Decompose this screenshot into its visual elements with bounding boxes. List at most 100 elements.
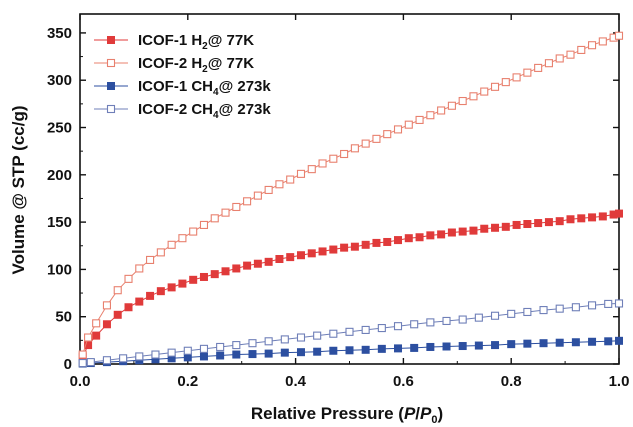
series-line bbox=[82, 213, 620, 357]
data-point bbox=[135, 352, 144, 361]
data-point bbox=[340, 149, 349, 159]
x-tick-label: 0.8 bbox=[501, 373, 522, 390]
data-point bbox=[426, 111, 435, 120]
data-point bbox=[458, 315, 467, 324]
data-point bbox=[102, 320, 111, 329]
data-point bbox=[544, 218, 553, 227]
series-layer bbox=[78, 31, 624, 368]
data-point bbox=[232, 341, 241, 350]
data-point bbox=[183, 346, 192, 355]
data-point bbox=[275, 255, 284, 263]
data-point bbox=[447, 101, 456, 110]
data-point bbox=[426, 231, 435, 240]
data-point bbox=[232, 264, 241, 273]
data-point bbox=[210, 270, 219, 279]
data-point bbox=[507, 340, 516, 349]
data-point bbox=[248, 350, 257, 359]
data-point bbox=[280, 335, 289, 344]
data-point bbox=[102, 356, 111, 365]
data-point bbox=[615, 209, 623, 218]
data-point bbox=[167, 240, 176, 249]
y-axis-label: Volume @ STP (cc/g) bbox=[9, 106, 28, 275]
data-point bbox=[555, 54, 564, 63]
data-point bbox=[523, 307, 532, 317]
data-point bbox=[156, 248, 165, 257]
y-tick-label: 0 bbox=[64, 356, 72, 373]
data-point bbox=[426, 318, 435, 327]
data-point bbox=[135, 297, 144, 306]
data-point bbox=[604, 337, 613, 346]
data-point bbox=[146, 255, 155, 264]
legend-label: ICOF-1 CH4@ 273k bbox=[138, 78, 271, 98]
data-point bbox=[393, 322, 403, 331]
x-tick-label: 0.2 bbox=[177, 373, 198, 390]
data-point bbox=[587, 41, 597, 50]
data-point bbox=[307, 249, 316, 258]
y-tick-label: 150 bbox=[47, 214, 72, 231]
data-point bbox=[534, 63, 543, 72]
data-point bbox=[167, 283, 176, 292]
x-tick-label: 0.0 bbox=[70, 373, 91, 390]
data-point bbox=[119, 354, 128, 363]
legend-marker bbox=[107, 82, 115, 90]
data-point bbox=[216, 351, 225, 360]
data-point bbox=[199, 352, 208, 361]
data-point bbox=[199, 344, 209, 353]
data-point bbox=[539, 306, 548, 315]
data-point bbox=[361, 325, 370, 334]
data-point bbox=[501, 222, 510, 231]
data-point bbox=[92, 331, 101, 340]
data-point bbox=[280, 348, 289, 357]
data-point bbox=[490, 311, 500, 320]
x-axis-label: Relative Pressure (P/P0) bbox=[251, 404, 443, 426]
legend-marker bbox=[106, 58, 116, 68]
data-point bbox=[146, 291, 155, 300]
legend-label: ICOF-1 H2@ 77K bbox=[138, 32, 254, 52]
data-point bbox=[587, 301, 597, 310]
data-point bbox=[361, 345, 370, 354]
series-2 bbox=[78, 31, 624, 359]
data-point bbox=[544, 59, 553, 68]
data-point bbox=[534, 219, 543, 228]
data-point bbox=[286, 175, 295, 184]
data-point bbox=[243, 261, 252, 270]
data-point bbox=[512, 220, 521, 229]
data-point bbox=[253, 259, 262, 268]
data-point bbox=[329, 346, 338, 355]
y-tick-label: 100 bbox=[47, 261, 72, 278]
data-point bbox=[296, 333, 306, 342]
data-point bbox=[113, 286, 122, 295]
data-point bbox=[84, 341, 93, 350]
data-point bbox=[523, 220, 532, 228]
data-point bbox=[78, 359, 87, 368]
x-tick-label: 1.0 bbox=[609, 373, 630, 390]
data-point bbox=[78, 350, 87, 359]
series-line bbox=[82, 35, 620, 355]
legend-item-3: ICOF-1 CH4@ 273k bbox=[94, 78, 271, 98]
data-point bbox=[615, 336, 623, 345]
legend-label: ICOF-2 CH4@ 273k bbox=[138, 101, 271, 121]
data-point bbox=[577, 214, 586, 223]
data-point bbox=[167, 348, 176, 357]
data-point bbox=[264, 349, 273, 358]
data-point bbox=[248, 339, 257, 348]
y-tick-label: 250 bbox=[47, 120, 72, 137]
data-point bbox=[598, 212, 607, 221]
data-point bbox=[539, 339, 548, 348]
data-point bbox=[329, 154, 338, 163]
data-point bbox=[383, 130, 392, 139]
data-point bbox=[469, 226, 478, 235]
data-point bbox=[178, 234, 187, 243]
y-tick-label: 350 bbox=[47, 25, 72, 42]
data-point bbox=[286, 253, 295, 262]
data-point bbox=[113, 310, 122, 319]
legend-label: ICOF-2 H2@ 77K bbox=[138, 55, 254, 75]
data-point bbox=[404, 120, 413, 129]
data-point bbox=[199, 272, 208, 281]
x-tick-label: 0.4 bbox=[285, 373, 307, 390]
data-point bbox=[313, 331, 322, 340]
data-point bbox=[216, 342, 225, 352]
legend-marker bbox=[106, 104, 116, 114]
data-point bbox=[571, 303, 580, 312]
